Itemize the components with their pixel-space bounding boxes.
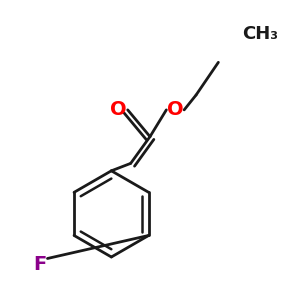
Text: CH₃: CH₃ — [242, 25, 278, 43]
Text: O: O — [167, 100, 184, 119]
Text: F: F — [33, 255, 47, 274]
Text: O: O — [110, 100, 127, 119]
